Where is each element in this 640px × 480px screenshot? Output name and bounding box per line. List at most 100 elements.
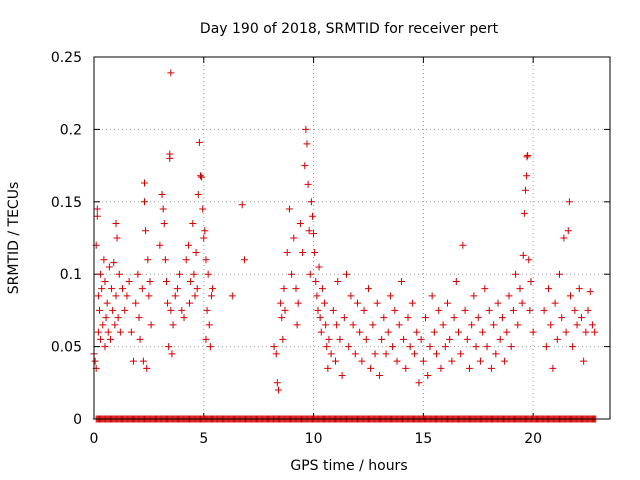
data-point [529,328,537,336]
data-point [292,285,300,293]
data-point [369,321,377,329]
data-point [400,335,408,343]
data-point [280,285,288,293]
data-point [111,321,119,329]
data-point [285,205,293,213]
y-tick-label: 0.1 [60,267,82,283]
data-point [329,306,337,314]
data-point [306,270,314,278]
data-point [119,285,127,293]
data-point [312,277,320,285]
data-point [577,314,585,322]
chart-title: Day 190 of 2018, SRMTID for receiver per… [200,21,499,37]
data-point [302,125,310,133]
data-point [526,306,534,314]
data-point [356,328,364,336]
data-point [555,270,563,278]
data-point [317,328,325,336]
data-point [450,314,458,322]
data-point [343,270,351,278]
data-point [323,343,331,351]
data-point [380,314,388,322]
data-point [113,234,121,242]
data-point [428,292,436,300]
data-point [189,220,197,228]
data-point [332,357,340,365]
data-point [338,372,346,380]
data-point [123,292,131,300]
data-point [545,285,553,293]
data-point [192,248,200,256]
data-point [322,321,330,329]
data-point [324,364,332,372]
data-point [100,256,108,264]
data-point [446,335,454,343]
data-point [474,314,482,322]
data-point [209,285,217,293]
data-point [206,343,214,351]
data-point [417,335,425,343]
data-point [406,343,414,351]
data-point [565,198,573,206]
data-point [362,335,370,343]
data-point [202,256,210,264]
data-point [419,357,427,365]
data-point [512,270,520,278]
data-point [281,306,289,314]
data-point [382,350,390,358]
data-point [141,198,149,206]
data-point [112,292,120,300]
x-tick-label: 10 [305,431,323,447]
data-point [358,357,366,365]
y-tick-label: 0.2 [60,122,82,138]
data-point [509,306,517,314]
data-point [307,198,315,206]
data-point [167,69,175,77]
data-point [404,314,412,322]
data-point [169,321,177,329]
data-point [304,180,312,188]
data-point [439,321,447,329]
data-point [340,314,348,322]
data-point [527,277,535,285]
data-point [435,306,443,314]
data-point [207,292,215,300]
grid-lines [94,57,610,419]
data-point [452,277,460,285]
data-point [316,314,324,322]
data-point [524,151,532,159]
data-point [391,306,399,314]
data-point [542,343,550,351]
data-point [523,153,531,161]
data-point [575,285,583,293]
data-point [290,234,298,242]
data-point [397,277,405,285]
data-point [441,343,449,351]
data-point [472,343,480,351]
data-point [507,343,515,351]
data-point [167,306,175,314]
data-point [411,350,419,358]
data-point [186,299,194,307]
data-point [109,306,117,314]
data-point [408,299,416,307]
data-point [525,256,533,264]
data-point [566,292,574,300]
data-point [336,335,344,343]
data-point [351,350,359,358]
data-point [315,263,323,271]
data-point [193,285,201,293]
data-point [562,328,570,336]
data-point [201,227,209,235]
data-point [178,306,186,314]
data-point [560,234,568,242]
data-point [318,285,326,293]
x-tick-label: 0 [90,431,99,447]
data-point [112,220,120,228]
data-point [485,306,493,314]
data-point [305,227,313,235]
data-point [97,335,105,343]
data-point [551,299,559,307]
data-point [161,256,169,264]
data-point [173,285,181,293]
